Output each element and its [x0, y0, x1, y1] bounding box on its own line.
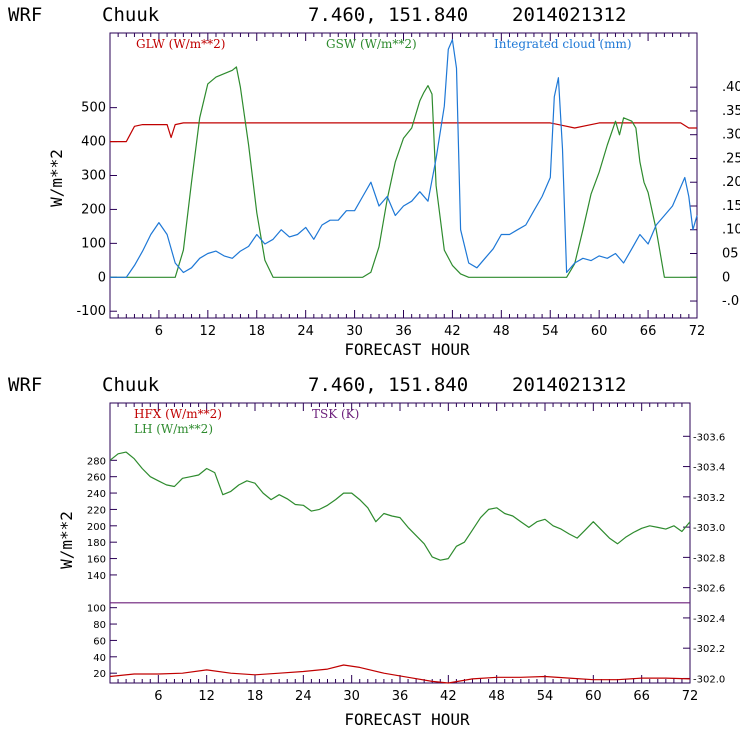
- y2-tick-label: -302.8: [693, 553, 725, 564]
- y2-tick-label: .40: [722, 80, 740, 95]
- x-tick-label: 12: [200, 324, 217, 339]
- y-tick-label: 60: [93, 636, 106, 647]
- series-line-lh: [109, 451, 691, 561]
- legend-item: GLW (W/m**2): [136, 37, 225, 51]
- x-tick-label: 72: [682, 689, 699, 704]
- series-line-hfx: [109, 664, 691, 684]
- x-tick-label: 24: [295, 689, 312, 704]
- header-model: WRF: [8, 4, 42, 26]
- header-station: Chuuk: [102, 4, 160, 26]
- legend-item: TSK (K): [312, 407, 359, 421]
- y-tick-label: 180: [87, 538, 106, 549]
- y2-tick-label: -303.4: [693, 463, 725, 474]
- y-tick-label: 200: [87, 522, 106, 533]
- y-tick-label: 260: [87, 473, 106, 484]
- plot-frame: [109, 402, 691, 684]
- y2-tick-label: .25: [722, 151, 740, 166]
- y-axis-right: -.05 0 05 .10 .15 .20 .25 .30 .35 .40: [690, 80, 740, 309]
- y-tick-label: 40: [93, 653, 106, 664]
- header-station: Chuuk: [102, 374, 160, 396]
- y-tick-label: 20: [93, 669, 106, 680]
- y2-tick-label: -302.0: [693, 674, 725, 685]
- y-tick-label: 0: [98, 270, 106, 285]
- y-tick-label: 200: [81, 202, 106, 217]
- x-axis: 6 12 18 24 30 36 42 48 54 60 66 72: [117, 33, 706, 339]
- y2-tick-label: .20: [722, 175, 740, 190]
- y-tick-label: 100: [87, 604, 106, 615]
- x-tick-label: 6: [155, 324, 163, 339]
- y-tick-label: 300: [81, 169, 106, 184]
- x-tick-label: 18: [248, 324, 265, 339]
- y2-tick-label: -303.2: [693, 493, 725, 504]
- x-tick-label: 6: [154, 689, 162, 704]
- x-tick-label: 24: [297, 324, 314, 339]
- plot-frame: [109, 32, 698, 319]
- y2-tick-label: .15: [722, 199, 740, 214]
- legend-item: HFX (W/m**2): [134, 407, 222, 421]
- y-axis-left: 20 40 60 80 100 140 160 180 200 220 240 260 280: [87, 456, 117, 680]
- header-coords: 7.460, 151.840: [308, 4, 468, 26]
- y-axis-title: W/m**2: [57, 511, 76, 569]
- y-axis-title: W/m**2: [47, 149, 66, 207]
- y2-tick-label: .10: [722, 223, 740, 238]
- y2-tick-label: 05: [722, 247, 739, 262]
- legend-item: GSW (W/m**2): [326, 37, 417, 51]
- y-tick-label: 240: [87, 489, 106, 500]
- y-tick-label: 500: [81, 101, 106, 116]
- series-group: [109, 451, 691, 684]
- header-coords: 7.460, 151.840: [308, 374, 468, 396]
- y-tick-label: 280: [87, 456, 106, 467]
- x-axis-title: FORECAST HOUR: [344, 340, 470, 359]
- y2-tick-label: .30: [722, 128, 740, 143]
- x-axis: 6 12 18 24 30 36 42 48 54 60 66 72: [117, 403, 699, 704]
- x-tick-label: 66: [633, 689, 650, 704]
- y-tick-label: 220: [87, 505, 106, 516]
- x-tick-label: 36: [392, 689, 409, 704]
- x-tick-label: 66: [640, 324, 657, 339]
- y-tick-label: 160: [87, 555, 106, 566]
- series-line-integrated: [110, 39, 698, 278]
- x-tick-label: 12: [198, 689, 215, 704]
- x-tick-label: 30: [343, 689, 360, 704]
- x-tick-label: 72: [689, 324, 706, 339]
- chart-panel-fluxes: 6 12 18 24 30 36 42 48 54 60 66 72 20 40 60 80 100 140 16…: [57, 402, 725, 729]
- x-tick-label: 30: [346, 324, 363, 339]
- y-axis-right: -302.0 -302.2 -302.4 -302.6 -302.8 -303.0 -303…: [683, 432, 725, 685]
- series-line-gsw: [110, 66, 697, 278]
- series-line-glw: [110, 122, 697, 143]
- y-tick-label: 400: [81, 135, 106, 150]
- y2-tick-label: -303.6: [693, 432, 725, 443]
- y2-tick-label: -302.4: [693, 614, 725, 625]
- y2-tick-label: -303.0: [693, 523, 725, 534]
- y2-tick-label: -302.6: [693, 584, 725, 595]
- y-axis-left: -100 0 100 200 300 400 500: [76, 101, 117, 319]
- x-tick-label: 42: [440, 689, 457, 704]
- x-tick-label: 18: [247, 689, 264, 704]
- y2-tick-label: 0: [722, 270, 730, 285]
- x-tick-label: 54: [542, 324, 559, 339]
- x-axis-title: FORECAST HOUR: [344, 710, 470, 729]
- y2-tick-label: -302.2: [693, 644, 725, 655]
- y-tick-label: 80: [93, 620, 106, 631]
- x-tick-label: 36: [395, 324, 412, 339]
- x-tick-label: 60: [585, 689, 602, 704]
- series-group: [110, 39, 698, 278]
- y-tick-label: 100: [81, 236, 106, 251]
- legend-item: LH (W/m**2): [134, 422, 213, 436]
- chart-panel-radiation: 6 12 18 24 30 36 42 48 54 60 66 72 -100 0 100 200 300 40…: [47, 32, 740, 359]
- x-tick-label: 42: [444, 324, 461, 339]
- header-model: WRF: [8, 374, 42, 396]
- x-tick-label: 60: [591, 324, 608, 339]
- y2-tick-label: -.05: [722, 294, 740, 309]
- x-tick-label: 48: [488, 689, 505, 704]
- legend-item: Integrated cloud (mm): [494, 37, 632, 51]
- y2-tick-label: .35: [722, 104, 740, 119]
- x-tick-label: 54: [537, 689, 554, 704]
- y-tick-label: 140: [87, 571, 106, 582]
- y-tick-label: -100: [76, 304, 106, 319]
- header-date: 2014021312: [512, 4, 626, 26]
- x-tick-label: 48: [493, 324, 510, 339]
- header-date: 2014021312: [512, 374, 626, 396]
